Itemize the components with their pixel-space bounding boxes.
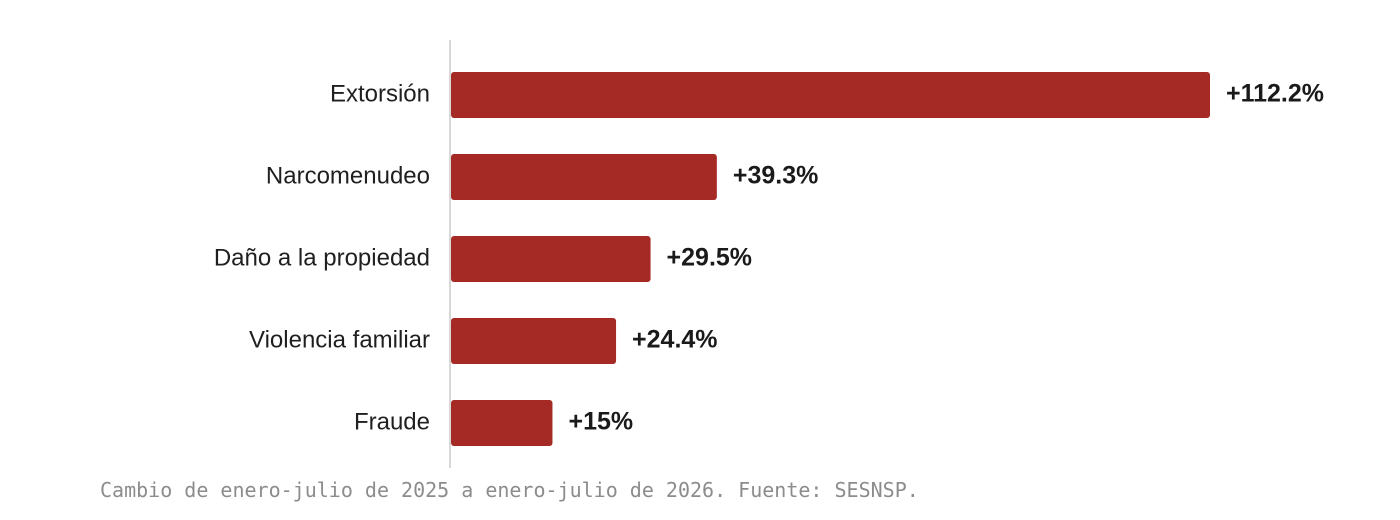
value-label: +24.4% — [632, 326, 718, 354]
category-label: Extorsión — [330, 80, 430, 107]
bar — [451, 72, 1210, 118]
value-label: +112.2% — [1226, 80, 1324, 108]
bar — [451, 154, 717, 200]
category-label: Violencia familiar — [249, 326, 430, 353]
bar — [451, 318, 617, 364]
bar-chart: Extorsión +112.2% Narcomenudeo +39.3% Daño a… — [214, 40, 1324, 468]
category-label: Daño a la propiedad — [214, 244, 430, 271]
value-label: +15% — [568, 408, 633, 436]
category-label: Fraude — [354, 408, 430, 435]
bar — [451, 236, 651, 282]
bar — [451, 400, 553, 446]
category-label: Narcomenudeo — [266, 162, 430, 189]
chart-caption: Cambio de enero-julio de 2025 a enero-ju… — [100, 478, 919, 502]
value-label: +29.5% — [667, 244, 753, 272]
value-label: +39.3% — [733, 162, 819, 190]
